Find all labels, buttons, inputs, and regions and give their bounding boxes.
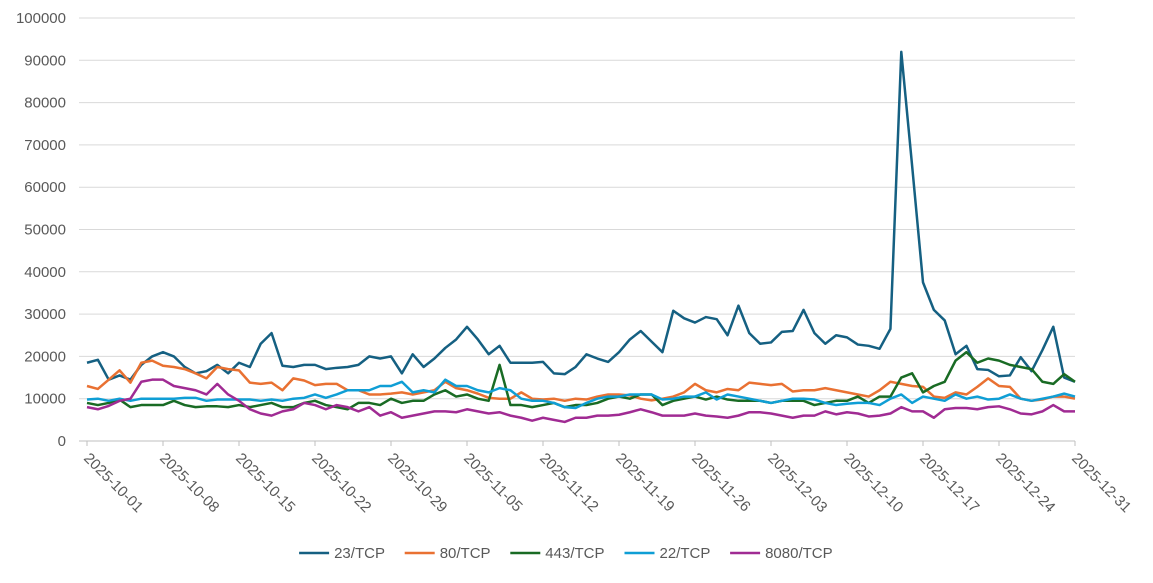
y-tick-label: 90000 <box>24 52 66 69</box>
y-tick-label: 20000 <box>24 348 66 365</box>
x-tick-label: 2025-10-15 <box>232 450 298 516</box>
x-tick-label: 2025-11-12 <box>536 450 601 515</box>
series-line <box>86 50 1076 383</box>
y-tick-label: 0 <box>58 433 66 450</box>
x-tick-label: 2025-10-01 <box>80 450 146 516</box>
y-tick-label: 70000 <box>24 137 66 154</box>
series-line <box>86 359 1076 403</box>
y-tick-label: 60000 <box>24 179 66 196</box>
x-tick-label: 2025-10-29 <box>384 450 450 516</box>
legend-label: 8080/TCP <box>765 545 833 562</box>
legend-label: 23/TCP <box>334 545 385 562</box>
legend-label: 22/TCP <box>660 545 711 562</box>
legend-label: 443/TCP <box>545 545 604 562</box>
y-tick-label: 80000 <box>24 95 66 112</box>
legend-label: 80/TCP <box>440 545 491 562</box>
x-tick-label: 2025-10-08 <box>156 450 222 516</box>
x-tick-label: 2025-11-05 <box>460 450 525 515</box>
x-tick-label: 2025-12-03 <box>764 450 830 516</box>
y-tick-label: 40000 <box>24 264 66 281</box>
series-line <box>86 378 1076 410</box>
y-tick-label: 10000 <box>24 391 66 408</box>
legend: 23/TCP 80/TCP 443/TCP 22/TCP 8080/TCP <box>299 545 833 562</box>
x-tick-label: 2025-12-10 <box>840 450 906 516</box>
y-tick-label: 50000 <box>24 222 66 239</box>
series-line <box>86 378 1075 424</box>
x-tick-label: 2025-11-19 <box>612 450 677 515</box>
x-tick-label: 2025-11-26 <box>688 450 753 515</box>
y-tick-label: 30000 <box>24 306 66 323</box>
x-tick-label: 2025-12-17 <box>916 450 982 516</box>
x-tick-label: 2025-12-24 <box>992 450 1058 516</box>
y-tick-label: 100000 <box>16 10 66 27</box>
x-tick-label: 2025-10-22 <box>308 450 374 516</box>
x-tick-label: 2025-12-31 <box>1068 450 1134 516</box>
